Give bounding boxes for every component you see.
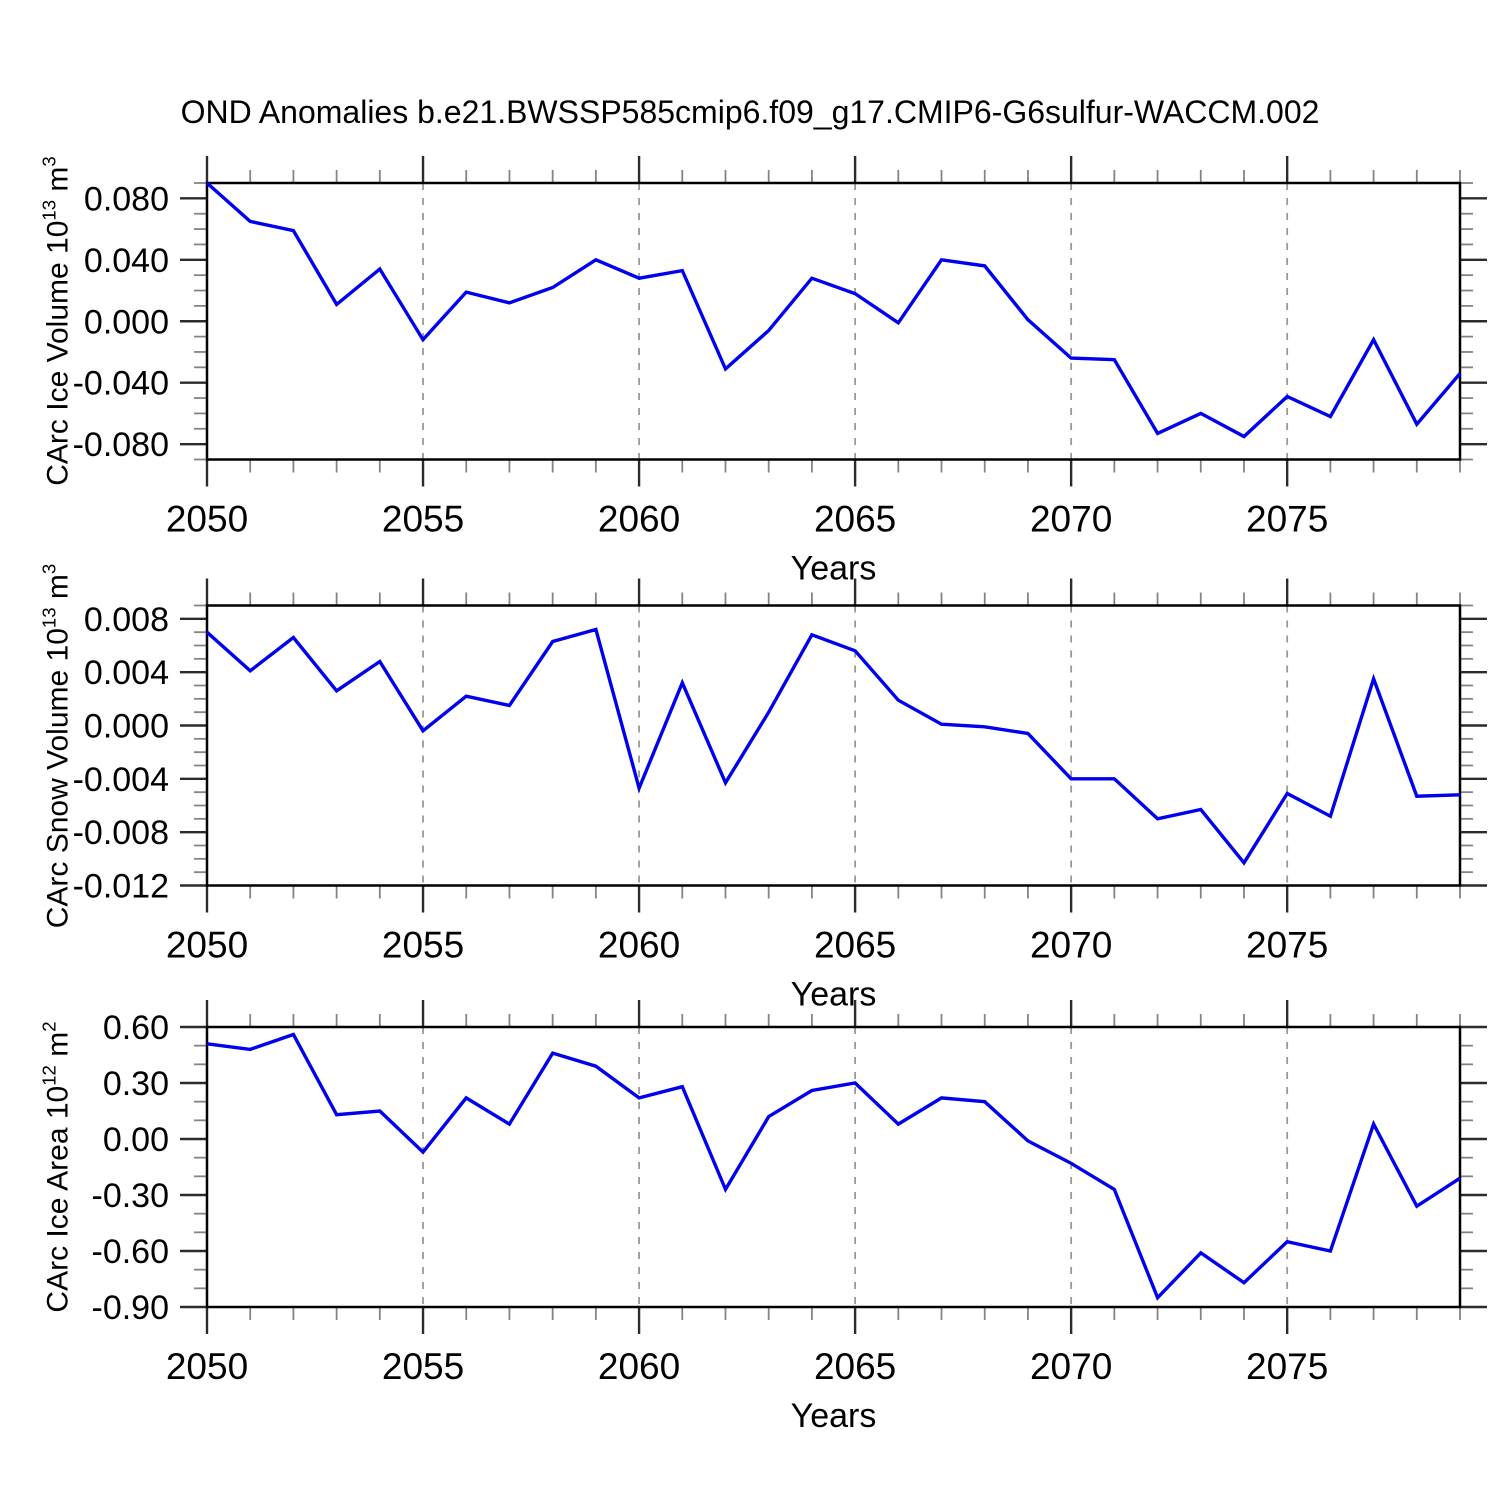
x-tick-label: 2055 <box>382 499 464 540</box>
y-tick-label: -0.004 <box>73 761 169 799</box>
y-tick-label: 0.00 <box>103 1121 169 1159</box>
data-line-carc_ice_volume <box>205 181 1462 439</box>
y-tick-label: 0.080 <box>84 180 169 218</box>
x-axis-title: Years <box>791 550 877 588</box>
y-tick-label: 0.040 <box>84 242 169 280</box>
x-tick-label: 2070 <box>1030 499 1112 540</box>
y-tick-label: -0.040 <box>73 365 169 403</box>
x-tick-label: 2065 <box>814 1346 896 1387</box>
x-tick-label: 2060 <box>598 925 680 966</box>
y-tick-label: -0.90 <box>92 1289 170 1327</box>
y-tick-label: 0.30 <box>103 1065 169 1103</box>
y-tick-label: -0.008 <box>73 814 169 852</box>
x-tick-label: 2070 <box>1030 1346 1112 1387</box>
x-tick-label: 2075 <box>1246 499 1328 540</box>
x-axis-title: Years <box>791 976 877 1014</box>
y-tick-label: 0.004 <box>84 654 169 692</box>
x-tick-label: 2065 <box>814 499 896 540</box>
x-axis-title: Years <box>791 1397 877 1435</box>
plot-frame <box>205 1025 1462 1309</box>
x-tick-label: 2050 <box>166 499 248 540</box>
y-tick-label: 0.000 <box>84 708 169 746</box>
y-tick-label: -0.60 <box>92 1233 170 1271</box>
plot-frame <box>205 604 1462 887</box>
x-tick-label: 2075 <box>1246 1346 1328 1387</box>
y-tick-label: -0.080 <box>73 426 169 464</box>
x-tick-label: 2065 <box>814 925 896 966</box>
x-tick-label: 2055 <box>382 925 464 966</box>
x-tick-label: 2060 <box>598 1346 680 1387</box>
x-tick-label: 2060 <box>598 499 680 540</box>
panel-carc_ice_volume: -0.080 -0.040 0.000 0.040 0.080 2050 2055 2060 2… <box>73 156 1487 588</box>
x-tick-label: 2075 <box>1246 925 1328 966</box>
plot-frame <box>205 181 1462 461</box>
data-line-carc_ice_area <box>206 1032 1461 1301</box>
y-tick-label: 0.60 <box>103 1009 169 1047</box>
y-tick-label: 0.008 <box>84 601 169 639</box>
x-tick-label: 2070 <box>1030 925 1112 966</box>
chart-title: OND Anomalies b.e21.BWSSP585cmip6.f09_g1… <box>180 94 1320 130</box>
x-tick-label: 2050 <box>166 1346 248 1387</box>
y-tick-label: -0.30 <box>92 1177 170 1215</box>
y-tick-label: -0.012 <box>73 868 169 906</box>
x-tick-label: 2055 <box>382 1346 464 1387</box>
y-tick-label: 0.000 <box>84 303 169 341</box>
x-tick-label: 2050 <box>166 925 248 966</box>
data-line-carc_snow_volume <box>205 627 1461 866</box>
panel-carc_ice_area: -0.90 -0.60 -0.30 0.00 0.30 0.60 2050 2055 2060 2… <box>92 1000 1487 1435</box>
panel-carc_snow_volume: -0.012 -0.008 -0.004 0.000 0.004 0.008 2050 205… <box>73 578 1487 1014</box>
